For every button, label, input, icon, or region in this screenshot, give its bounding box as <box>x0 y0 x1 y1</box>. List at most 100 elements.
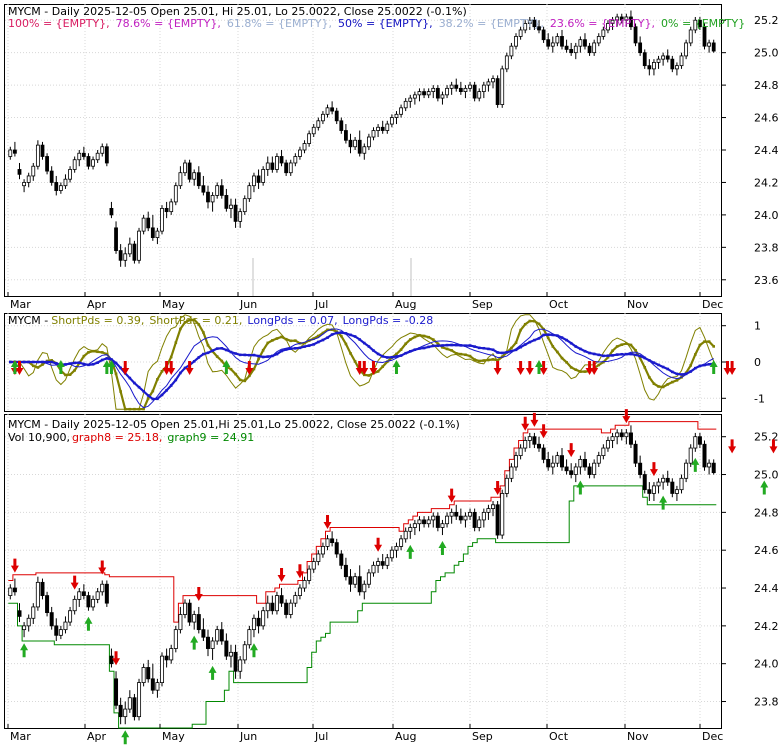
price-candle <box>316 553 321 562</box>
price-candle <box>233 204 238 222</box>
fib-level-label: 23.6% = {EMPTY}, <box>550 17 655 30</box>
osc-series-point <box>362 341 366 345</box>
price-candle <box>26 175 31 183</box>
osc-series-point <box>229 350 233 354</box>
top-panel-xtick-label: Aug <box>395 298 416 311</box>
buy-arrow <box>438 541 447 556</box>
price-candle <box>293 595 298 604</box>
price-candle <box>275 156 279 170</box>
osc-series-point <box>661 365 665 369</box>
price-candle <box>366 572 371 585</box>
osc-series-point <box>579 370 582 373</box>
price-candle <box>86 156 91 167</box>
price-candle <box>256 175 261 183</box>
price-candle <box>454 511 459 517</box>
osc-series-point <box>510 349 513 353</box>
buy-arrow <box>107 360 116 374</box>
price-candle <box>362 146 367 154</box>
osc-series-point <box>537 337 541 340</box>
bottom-panel-ytick-label: 24.6 <box>754 544 779 557</box>
sell-arrow <box>323 515 332 530</box>
price-candle <box>210 640 215 649</box>
price-candle <box>362 583 367 593</box>
osc-series-point <box>707 340 711 343</box>
osc-series-point <box>45 360 49 364</box>
sell-arrow <box>447 488 456 503</box>
buy-arrow <box>691 457 700 472</box>
price-candle <box>670 58 675 70</box>
osc-series-point <box>519 328 522 332</box>
osc-series-point <box>31 364 35 368</box>
price-candle <box>661 477 666 483</box>
bottom-panel-xtick-label: Jul <box>314 730 328 743</box>
top-panel-ytick-label: 24.0 <box>754 209 779 222</box>
price-candle <box>123 708 128 718</box>
price-candle <box>100 583 105 593</box>
osc-series-point <box>321 331 325 335</box>
sell-arrow <box>567 443 576 458</box>
osc-series-point <box>519 345 522 349</box>
osc-series-point <box>422 346 426 350</box>
price-candle <box>196 614 201 631</box>
price-candle <box>109 207 114 216</box>
osc-series-point <box>257 354 260 358</box>
price-candle <box>178 614 183 631</box>
sell-arrow <box>539 361 548 375</box>
price-candle <box>160 655 165 684</box>
osc-series-point <box>583 349 587 353</box>
price-candle <box>596 36 601 44</box>
osc-series-point <box>82 362 86 366</box>
price-candle <box>242 198 247 213</box>
price-candle <box>468 84 472 89</box>
price-candle <box>449 84 454 89</box>
osc-series-point <box>431 344 435 348</box>
osc-series-point <box>684 372 688 376</box>
price-candle <box>684 462 689 479</box>
sell-arrow <box>295 564 304 579</box>
price-candle <box>592 42 597 54</box>
osc-series-point <box>606 354 610 357</box>
price-candle <box>647 65 652 70</box>
price-candle <box>81 591 86 596</box>
price-candle <box>40 581 45 596</box>
price-candle <box>247 629 252 646</box>
price-candle <box>210 195 215 203</box>
price-candle <box>123 253 128 261</box>
price-candle <box>357 576 362 593</box>
price-candle <box>652 62 656 70</box>
osc-series-point <box>611 354 614 357</box>
osc-series-point <box>133 381 136 385</box>
price-candle <box>619 432 624 438</box>
osc-series-point <box>454 343 458 347</box>
osc-series-point <box>211 349 214 352</box>
price-candle <box>389 549 394 559</box>
price-candle <box>274 595 279 612</box>
price-candle <box>182 602 187 615</box>
price-candle <box>104 583 109 604</box>
osc-series-point <box>666 367 670 371</box>
price-candle <box>408 97 413 102</box>
osc-series-point <box>261 348 265 352</box>
osc-series-point <box>238 378 242 382</box>
bottom-panel-xtick-label: May <box>162 730 185 743</box>
osc-series-point <box>151 397 155 401</box>
price-candle <box>31 165 36 177</box>
osc-series-point <box>569 366 573 369</box>
osc-series-point <box>73 369 76 372</box>
price-candle <box>357 139 362 154</box>
price-candle <box>656 58 661 63</box>
top-panel-xtick-label: Dec <box>702 298 723 311</box>
price-candle <box>564 45 569 50</box>
osc-series-point <box>317 334 320 338</box>
price-candle <box>514 36 518 47</box>
price-candle <box>440 523 445 528</box>
price-candle <box>606 23 610 31</box>
price-candle <box>284 162 289 174</box>
price-candle <box>642 474 647 491</box>
price-candle <box>532 19 537 28</box>
osc-series-point <box>477 346 481 350</box>
price-candle <box>137 230 141 261</box>
osc-series-point <box>77 361 81 364</box>
price-candle <box>8 587 13 596</box>
osc-series-point <box>128 376 132 380</box>
